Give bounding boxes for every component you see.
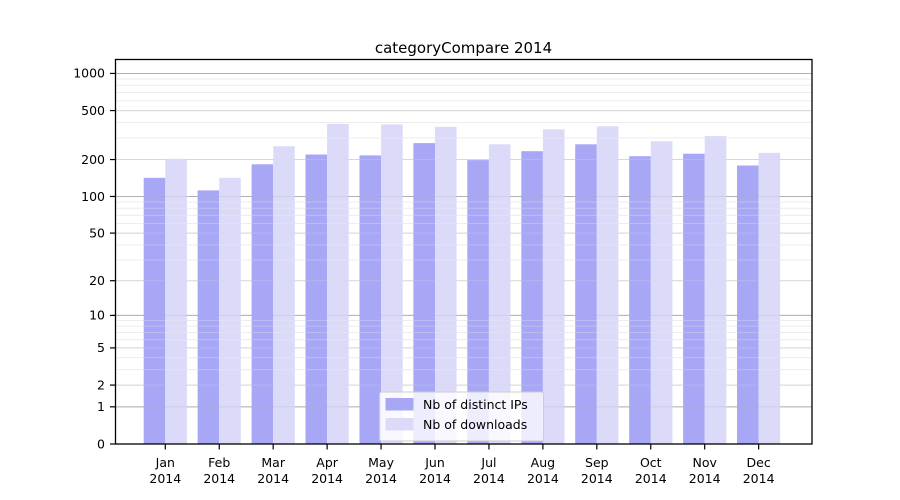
bar-distinct-ips-may: [359, 155, 382, 444]
bar-downloads-apr: [327, 123, 349, 445]
bar-downloads-mar: [273, 146, 295, 444]
legend-swatch-downloads: [385, 418, 414, 431]
bar-downloads-sep: [596, 126, 619, 445]
legend-label-downloads: Nb of downloads: [423, 417, 527, 432]
bar-distinct-ips-jun: [413, 143, 435, 444]
bar-distinct-ips-sep: [575, 144, 597, 445]
x-axis-tick-label: Aug 2014: [527, 455, 559, 486]
gridlines: [115, 72, 812, 408]
y-axis-tick-label: 100: [81, 189, 105, 204]
bar-downloads-dec: [758, 152, 781, 445]
bar-downloads-jul: [488, 144, 511, 445]
y-axis-tick-label: 5: [97, 340, 105, 355]
bar-downloads-aug: [542, 129, 565, 445]
x-axis-tick-label: Mar 2014: [257, 455, 289, 486]
y-axis-tick-label: 1: [97, 399, 105, 414]
x-axis-tick-label: Oct 2014: [635, 455, 667, 486]
legend-box: [379, 391, 544, 442]
x-axis-tick-label: Feb 2014: [203, 455, 235, 486]
y-axis-tick-label: 10: [89, 308, 105, 323]
bars: [143, 123, 781, 445]
y-axis-tick-label: 2: [97, 377, 105, 392]
x-axis-tick-label: Jun 2014: [419, 455, 451, 486]
y-axis-tick-label: 500: [81, 103, 105, 118]
y-axis-tick-label: 0: [97, 436, 105, 451]
bar-distinct-ips-nov: [683, 153, 705, 444]
bar-downloads-may: [381, 124, 403, 445]
bar-distinct-ips-apr: [305, 154, 328, 444]
bar-downloads-nov: [704, 136, 727, 444]
plot-border: [114, 58, 813, 445]
x-axis-tick-label: Dec 2014: [743, 455, 775, 486]
bar-distinct-ips-oct: [629, 156, 651, 444]
y-axis-tick-label: 50: [89, 225, 105, 240]
bar-distinct-ips-feb: [197, 190, 220, 444]
bar-downloads-oct: [650, 141, 673, 444]
x-axis-tick-label: Sep 2014: [581, 455, 613, 486]
bar-distinct-ips-mar: [251, 164, 274, 445]
axes: 0 1 2 5 10 20 50 100 200 500 1000 Jan 2014 Feb 2014 Mar…: [73, 58, 813, 486]
x-axis-tick-label: Jan 2014: [149, 455, 181, 486]
bar-distinct-ips-dec: [737, 165, 759, 444]
bar-downloads-feb: [219, 177, 241, 445]
bar-distinct-ips-jan: [143, 177, 166, 445]
bar-downloads-jun: [435, 126, 457, 445]
bar-distinct-ips-aug: [521, 151, 543, 444]
chart-title: categoryCompare 2014: [374, 39, 553, 57]
legend-label-distinct-ips: Nb of distinct IPs: [423, 397, 528, 412]
bar-distinct-ips-jul: [467, 160, 489, 444]
legend: Nb of distinct IPs Nb of downloads: [379, 391, 544, 442]
x-axis-tick-label: Jul 2014: [473, 455, 505, 486]
x-axis-tick-label: Nov 2014: [689, 455, 721, 486]
y-axis-tick-label: 20: [89, 273, 105, 288]
x-axis-tick-label: May 2014: [365, 455, 397, 486]
bar-downloads-jan: [165, 158, 187, 445]
y-axis-tick-label: 200: [81, 152, 105, 167]
x-axis-tick-label: Apr 2014: [311, 455, 343, 486]
legend-swatch-distinct-ips: [385, 398, 414, 411]
y-axis-tick-label: 1000: [73, 66, 105, 81]
